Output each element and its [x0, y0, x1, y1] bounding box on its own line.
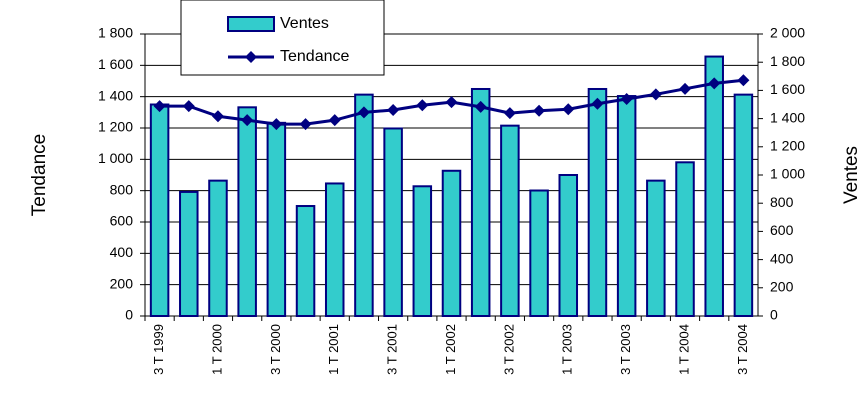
- x-tick-label: 1 T 2002: [443, 324, 458, 375]
- marker: [211, 110, 224, 123]
- legend-label: Tendance: [280, 48, 349, 65]
- y2-tick-label: 0: [770, 307, 778, 323]
- marker: [241, 114, 254, 127]
- marker: [357, 106, 370, 119]
- y2-tick-label: 200: [770, 279, 794, 295]
- x-tick-label: 1 T 2001: [326, 324, 341, 375]
- x-tick-label: 3 T 2003: [618, 324, 633, 375]
- bar: [646, 179, 666, 317]
- bar: [324, 182, 345, 317]
- x-tick-label: 3 T 2001: [385, 324, 400, 375]
- y2-tick-label: 1 800: [770, 53, 805, 69]
- marker: [445, 96, 458, 109]
- bar: [587, 87, 608, 317]
- y-tick-label: 200: [110, 275, 134, 291]
- marker: [299, 118, 312, 131]
- marker: [416, 99, 429, 112]
- bar: [149, 103, 170, 317]
- bar: [208, 179, 228, 317]
- y-tick-label: 1 800: [98, 25, 133, 41]
- x-tick-label: 1 T 2000: [209, 324, 224, 375]
- x-tick-label: 3 T 1999: [151, 324, 166, 375]
- bar: [558, 174, 579, 317]
- legend-label: Ventes: [280, 15, 329, 32]
- y-tick-label: 600: [110, 213, 134, 229]
- marker: [679, 82, 692, 95]
- marker: [474, 100, 487, 113]
- marker: [591, 97, 604, 110]
- marker: [737, 74, 750, 87]
- x-tick-label: 3 T 2002: [501, 324, 516, 375]
- legend-swatch: [227, 16, 275, 32]
- y2-tick-label: 600: [770, 222, 794, 238]
- y-tick-label: 400: [110, 244, 134, 260]
- bar: [470, 87, 491, 317]
- bar: [529, 189, 549, 317]
- y2-tick-label: 800: [770, 194, 794, 210]
- y2-tick-label: 1 600: [770, 81, 805, 97]
- bar: [412, 185, 433, 317]
- bar: [616, 95, 637, 318]
- y-axis-title: Tendance: [29, 134, 50, 216]
- marker: [182, 100, 195, 113]
- y2-tick-label: 400: [770, 250, 794, 266]
- y-tick-label: 1 200: [98, 119, 133, 135]
- bar: [354, 93, 374, 317]
- legend-box: [180, 0, 385, 76]
- marker: [153, 100, 166, 113]
- x-tick-label: 3 T 2004: [735, 324, 750, 375]
- bar: [675, 161, 695, 317]
- legend-marker: [245, 51, 257, 63]
- y2-tick-label: 2 000: [770, 25, 805, 41]
- marker: [533, 104, 546, 117]
- bar: [237, 106, 257, 317]
- bar: [733, 93, 754, 317]
- bar: [179, 190, 199, 317]
- y-tick-label: 1 000: [98, 150, 133, 166]
- marker: [270, 118, 283, 131]
- y-tick-label: 0: [125, 307, 133, 323]
- marker: [503, 107, 516, 120]
- bar: [500, 124, 520, 318]
- bar: [441, 169, 462, 317]
- x-tick-label: 1 T 2004: [676, 324, 691, 375]
- y2-axis-title: Ventes: [841, 146, 862, 204]
- y2-tick-label: 1 200: [770, 138, 805, 154]
- marker: [649, 88, 662, 101]
- marker: [620, 93, 633, 106]
- x-tick-label: 1 T 2003: [560, 324, 575, 375]
- marker: [328, 114, 341, 127]
- bar: [295, 205, 316, 318]
- bar: [383, 127, 403, 317]
- y-tick-label: 800: [110, 181, 134, 197]
- marker: [387, 103, 400, 116]
- marker: [562, 103, 575, 116]
- y-tick-label: 1 600: [98, 56, 133, 72]
- y2-tick-label: 1 400: [770, 109, 805, 125]
- marker: [708, 77, 721, 90]
- bar: [266, 121, 287, 317]
- y-tick-label: 1 400: [98, 87, 133, 103]
- x-tick-label: 3 T 2000: [268, 324, 283, 375]
- bar: [704, 55, 724, 318]
- y2-tick-label: 1 000: [770, 166, 805, 182]
